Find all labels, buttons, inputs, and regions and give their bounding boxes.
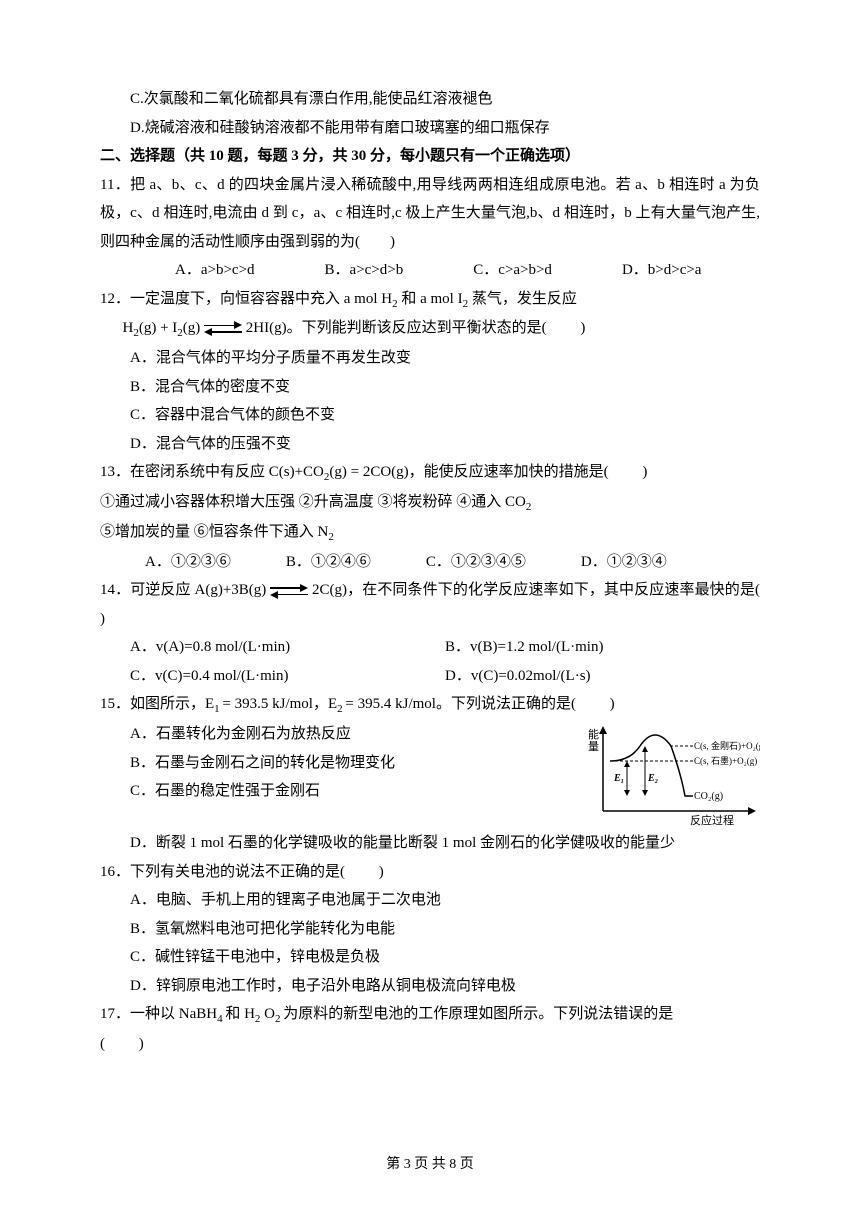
svg-text:C(s, 石墨)+O₂(g): C(s, 石墨)+O₂(g) bbox=[694, 756, 757, 766]
svg-text:能: 能 bbox=[588, 727, 599, 741]
q16-stem: 16．下列有关电池的说法不正确的是( ) bbox=[100, 858, 760, 887]
q14-row2: C．v(C)=0.4 mol/(L·min) D．v(C)=0.02mol/(L… bbox=[100, 662, 760, 691]
q16-d: D．锌铜原电池工作时，电子沿外电路从铜电极流向锌电极 bbox=[100, 972, 760, 1001]
q12-a: A．混合气体的平均分子质量不再发生改变 bbox=[100, 344, 760, 373]
q12-equation: H2(g) + I2(g) 2HI(g)。下列能判断该反应达到平衡状态的是( ) bbox=[100, 314, 760, 344]
q12-c: C．容器中混合气体的颜色不变 bbox=[100, 401, 760, 430]
q15-d: D．断裂 1 mol 石墨的化学键吸收的能量比断裂 1 mol 金刚石的化学健吸… bbox=[100, 829, 760, 858]
svg-text:CO₂(g): CO₂(g) bbox=[694, 791, 723, 802]
q11-options: A．a>b>c>d B．a>c>d>b C．c>a>b>d D．b>d>c>a bbox=[100, 256, 760, 285]
q13-stem: 13．在密闭系统中有反应 C(s)+CO2(g) = 2CO(g)，能使反应速率… bbox=[100, 458, 760, 488]
svg-text:量: 量 bbox=[588, 740, 599, 753]
equilibrium-arrow-icon bbox=[270, 584, 308, 598]
q13-c: C．①②③④⑤ bbox=[426, 548, 526, 577]
svg-text:C(s, 金刚石)+O₂(g): C(s, 金刚石)+O₂(g) bbox=[694, 740, 760, 751]
q14-row1: A．v(A)=0.8 mol/(L·min) B．v(B)=1.2 mol/(L… bbox=[100, 633, 760, 662]
q14-stem: 14．可逆反应 A(g)+3B(g) 2C(g)，在不同条件下的化学反应速率如下… bbox=[100, 576, 760, 633]
q13-a: A．①②③⑥ bbox=[145, 548, 231, 577]
svg-text:E₁: E₁ bbox=[613, 773, 624, 784]
q13-sub1: ①通过减小容器体积增大压强 ②升高温度 ③将炭粉碎 ④通入 CO2 bbox=[100, 488, 760, 518]
q14-b: B．v(B)=1.2 mol/(L·min) bbox=[445, 633, 760, 662]
q17-tail: ( ) bbox=[100, 1030, 760, 1059]
q15-stem: 15．如图所示，E1 = 393.5 kJ/mol，E2 = 395.4 kJ/… bbox=[100, 690, 760, 720]
q16-c: C．碱性锌锰干电池中，锌电极是负极 bbox=[100, 943, 760, 972]
q13-sub2: ⑤增加炭的量 ⑥恒容条件下通入 N2 bbox=[100, 518, 760, 548]
q10-option-c: C.次氯酸和二氧化硫都具有漂白作用,能使品红溶液褪色 bbox=[100, 85, 760, 114]
q11-a: A．a>b>c>d bbox=[175, 256, 255, 285]
q16-b: B．氢氧燃料电池可把化学能转化为电能 bbox=[100, 915, 760, 944]
q12-d: D．混合气体的压强不变 bbox=[100, 430, 760, 459]
q14-c: C．v(C)=0.4 mol/(L·min) bbox=[130, 662, 445, 691]
equilibrium-arrow-icon bbox=[204, 322, 242, 336]
q11-c: C．c>a>b>d bbox=[473, 256, 552, 285]
q13-options: A．①②③⑥ B．①②④⑥ C．①②③④⑤ D．①②③④ bbox=[100, 548, 760, 577]
q12-stem: 12．一定温度下，向恒容容器中充入 a mol H2 和 a mol I2 蒸气… bbox=[100, 285, 760, 315]
q13-d: D．①②③④ bbox=[581, 548, 667, 577]
section-2-title: 二、选择题（共 10 题，每题 3 分，共 30 分，每小题只有一个正确选项） bbox=[100, 142, 760, 171]
q10-option-d: D.烧碱溶液和硅酸钠溶液都不能用带有磨口玻璃塞的细口瓶保存 bbox=[100, 114, 760, 143]
q14-d: D．v(C)=0.02mol/(L·s) bbox=[445, 662, 760, 691]
q17-stem: 17．一种以 NaBH4 和 H2 O2 为原料的新型电池的工作原理如图所示。下… bbox=[100, 1000, 760, 1030]
q14-a: A．v(A)=0.8 mol/(L·min) bbox=[130, 633, 445, 662]
svg-text:反应过程: 反应过程 bbox=[690, 813, 734, 827]
q16-a: A．电脑、手机上用的锂离子电池属于二次电池 bbox=[100, 886, 760, 915]
q12-b: B．混合气体的密度不变 bbox=[100, 373, 760, 402]
q11-d: D．b>d>c>a bbox=[622, 256, 702, 285]
energy-diagram: 能 量 反应过程 C(s, 金刚石)+O₂(g) C(s, 石墨)+O₂(g) … bbox=[585, 724, 760, 829]
q11-stem: 11．把 a、b、c、d 的四块金属片浸入稀硫酸中,用导线两两相连组成原电池。若… bbox=[100, 171, 760, 257]
q11-b: B．a>c>d>b bbox=[325, 256, 404, 285]
page-footer: 第 3 页 共 8 页 bbox=[0, 1152, 860, 1179]
q13-b: B．①②④⑥ bbox=[286, 548, 371, 577]
svg-text:E₂: E₂ bbox=[647, 773, 658, 784]
